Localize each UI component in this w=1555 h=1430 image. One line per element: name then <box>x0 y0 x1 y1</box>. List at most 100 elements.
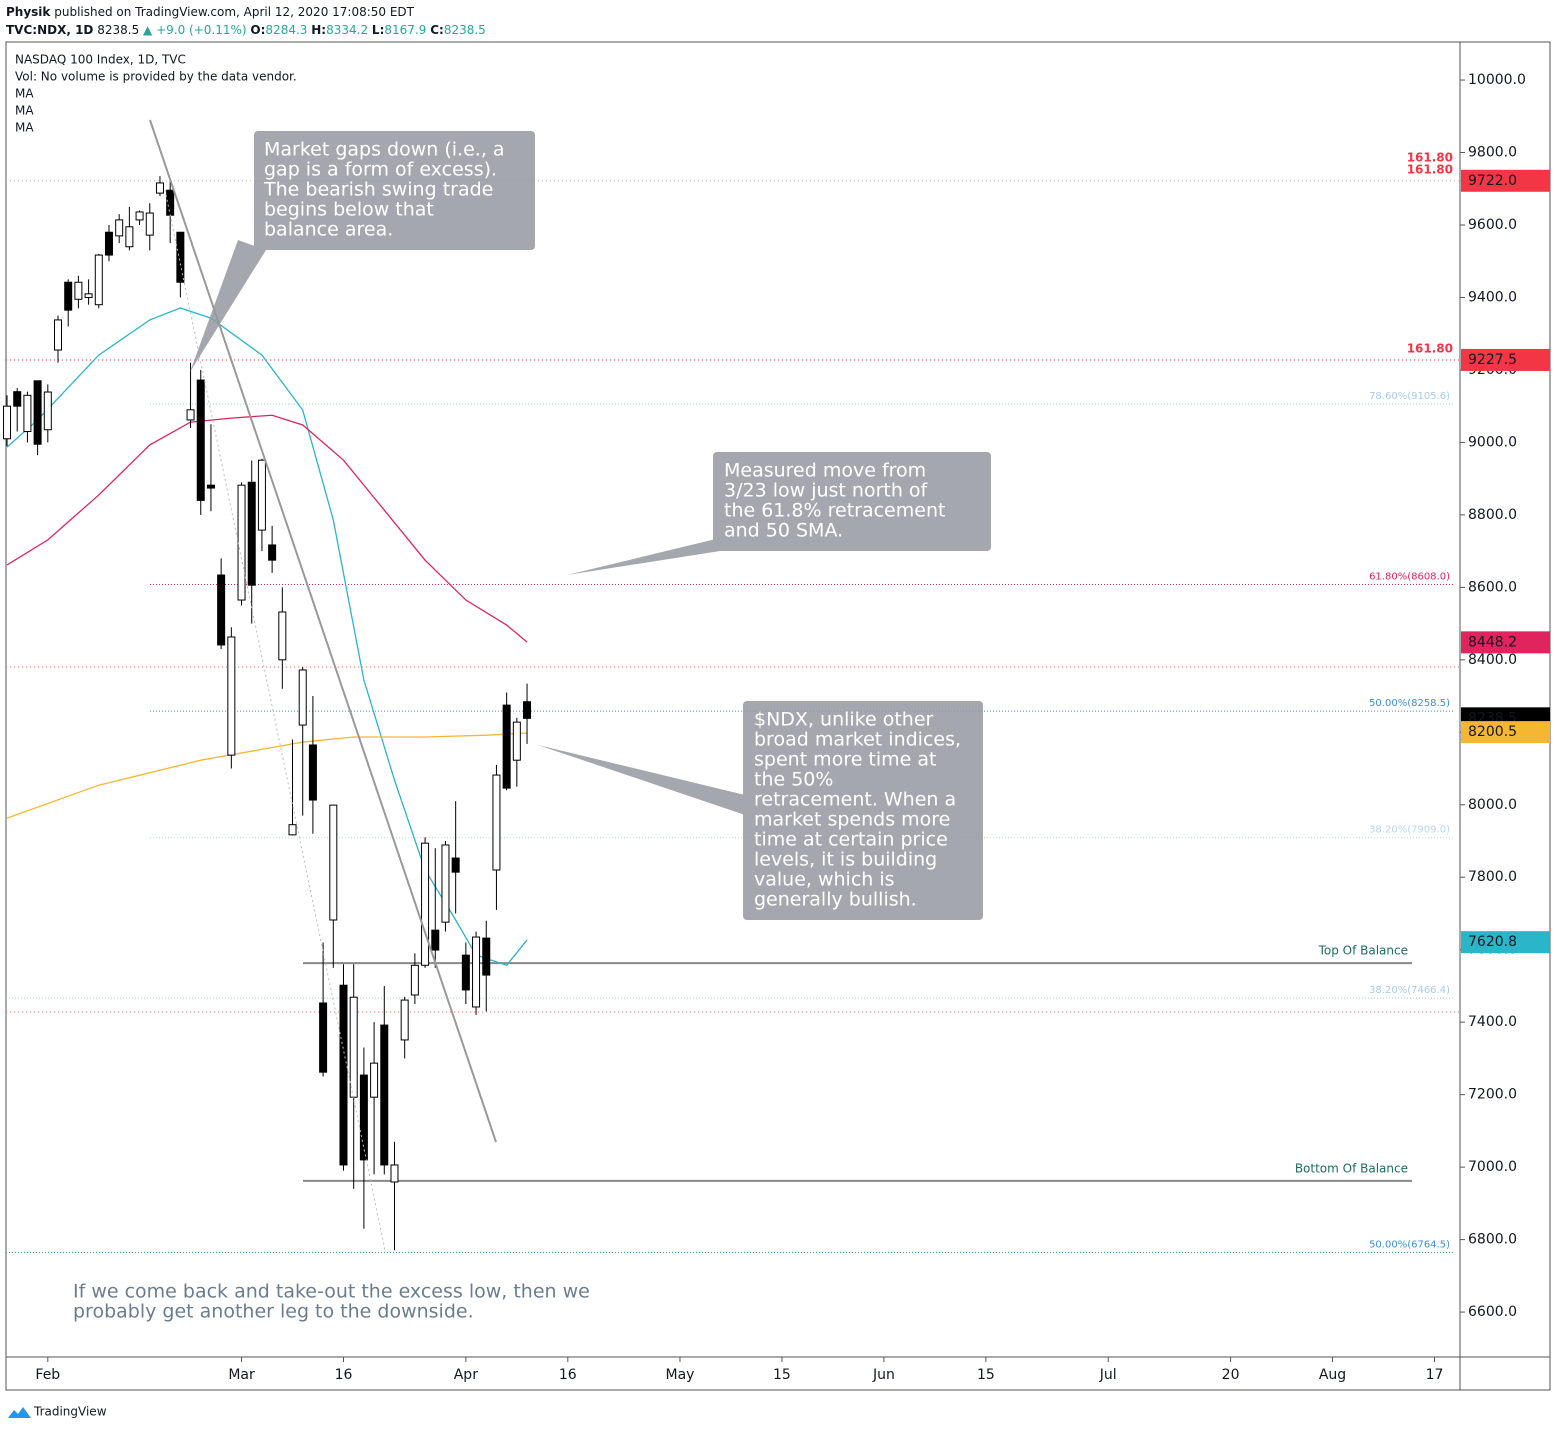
candle-body <box>461 954 470 991</box>
candle-body <box>308 744 317 801</box>
price-label: 8200.5 <box>1468 724 1517 740</box>
ohlc-value: 8334.2 <box>326 23 368 37</box>
candle-body <box>237 484 246 601</box>
annotation-line: balance area. <box>264 219 393 241</box>
y-tick-label: 7000.0 <box>1468 1159 1517 1175</box>
annotation-line: The bearish swing trade <box>263 179 493 201</box>
candle-body <box>54 319 63 351</box>
candle-body <box>380 1024 389 1166</box>
candle-body <box>13 391 22 407</box>
x-tick-label: Jul <box>1099 1367 1117 1383</box>
annotation-line: Market gaps down (i.e., a <box>264 139 505 161</box>
candle-body <box>94 254 103 306</box>
ohlc-key: H: <box>311 23 326 37</box>
annotation-line: Measured move from <box>724 460 926 482</box>
candle-body <box>390 1164 399 1183</box>
legend-entry: MA <box>15 104 34 118</box>
candle-body <box>145 212 154 236</box>
candle-body <box>125 226 134 248</box>
annotation-line: gap is a form of excess). <box>264 159 497 181</box>
price-label-box <box>1461 931 1550 954</box>
fib-label: 50.00%(8258.5) <box>1369 698 1450 709</box>
y-tick-label: 6600.0 <box>1468 1304 1517 1320</box>
price-label: 7620.8 <box>1468 934 1517 950</box>
candle-body <box>227 636 236 756</box>
candle-body <box>319 1002 328 1073</box>
ohlc-value: 8284.3 <box>265 23 307 37</box>
candle-body <box>155 182 164 194</box>
annotation-line: the 61.8% retracement <box>724 500 945 522</box>
ohlc-value: 8238.5 <box>444 23 486 37</box>
header-line-2: TVC:NDX, 1D 8238.5 ▲ +9.0 (+0.11%) O:828… <box>6 23 486 37</box>
moving-average <box>6 307 528 967</box>
ohlc-key: O: <box>250 23 265 37</box>
callout-box <box>743 701 983 920</box>
x-tick-label: May <box>666 1367 695 1383</box>
moving-average <box>6 414 528 643</box>
legend-entry: MA <box>15 121 34 135</box>
logo <box>8 1407 31 1418</box>
last: 8238.5 <box>97 23 139 37</box>
callouts <box>190 131 991 920</box>
y-tick-label: 7800.0 <box>1468 869 1517 885</box>
y-tick-label: 8800.0 <box>1468 507 1517 523</box>
note-line: If we come back and take-out the excess … <box>73 1281 590 1303</box>
candle-body <box>278 611 287 661</box>
candle-body <box>359 1074 368 1161</box>
candle-body <box>339 984 348 1166</box>
y-tick-label: 9400.0 <box>1468 289 1517 305</box>
callout-pointer <box>567 538 720 575</box>
ohlc-key: C: <box>430 23 444 37</box>
y-tick-label: 7200.0 <box>1468 1087 1517 1103</box>
candle-body <box>23 394 32 433</box>
candle-body <box>523 701 532 719</box>
x-tick-label: Mar <box>228 1367 255 1383</box>
annotation-line: broad market indices, <box>754 729 961 751</box>
candle-body <box>329 804 338 921</box>
candle-body <box>74 281 83 300</box>
candle-body <box>288 824 297 836</box>
y-tick-label: 9600.0 <box>1468 217 1517 233</box>
candle-body <box>257 459 266 531</box>
candle-body <box>104 231 113 256</box>
y-tick-label: 9800.0 <box>1468 145 1517 161</box>
candle-body <box>441 844 450 923</box>
price-label-box <box>1461 631 1550 654</box>
candle-body <box>370 1062 379 1098</box>
price-label-box <box>1461 348 1550 371</box>
trend-line-dotted <box>164 189 386 1251</box>
annotation-line: levels, it is building <box>754 849 937 871</box>
fib-label: 38.20%(7466.4) <box>1369 985 1450 996</box>
price-label: 8448.2 <box>1468 634 1517 650</box>
header-line-1: Physik published on TradingView.com, Apr… <box>6 5 415 19</box>
annotation-line: time at certain price <box>754 829 948 851</box>
x-tick-label: Apr <box>454 1367 478 1383</box>
fib-label: 50.00%(6764.5) <box>1369 1239 1450 1250</box>
candle-body <box>482 937 491 976</box>
callout-box <box>254 131 535 250</box>
candle-body <box>451 857 460 873</box>
candle-body <box>43 391 52 431</box>
y-tick-label: 6800.0 <box>1468 1232 1517 1248</box>
annotation-line: the 50% <box>754 769 833 791</box>
candle-body <box>247 481 256 586</box>
price-label: 9722.0 <box>1468 173 1517 189</box>
y-tick-label: 8400.0 <box>1468 652 1517 668</box>
candle-body <box>512 721 521 761</box>
fib-label: 61.80%(8608.0) <box>1369 571 1450 582</box>
candle-body <box>206 484 215 489</box>
published: published on TradingView.com, April 12, … <box>54 5 414 19</box>
y-tick-label: 8600.0 <box>1468 579 1517 595</box>
candle-body <box>33 380 42 445</box>
x-tick-label: 16 <box>559 1367 577 1383</box>
balance-label: Bottom Of Balance <box>1295 1161 1408 1175</box>
candle-body <box>196 379 205 501</box>
y-tick-label: 10000.0 <box>1468 72 1526 88</box>
x-tick-label: 20 <box>1222 1367 1240 1383</box>
footer: TradingView <box>8 1405 107 1419</box>
candle-body <box>502 704 511 789</box>
candle-body <box>135 211 144 221</box>
candle-body <box>176 231 185 283</box>
footer-text: TradingView <box>33 1405 107 1419</box>
